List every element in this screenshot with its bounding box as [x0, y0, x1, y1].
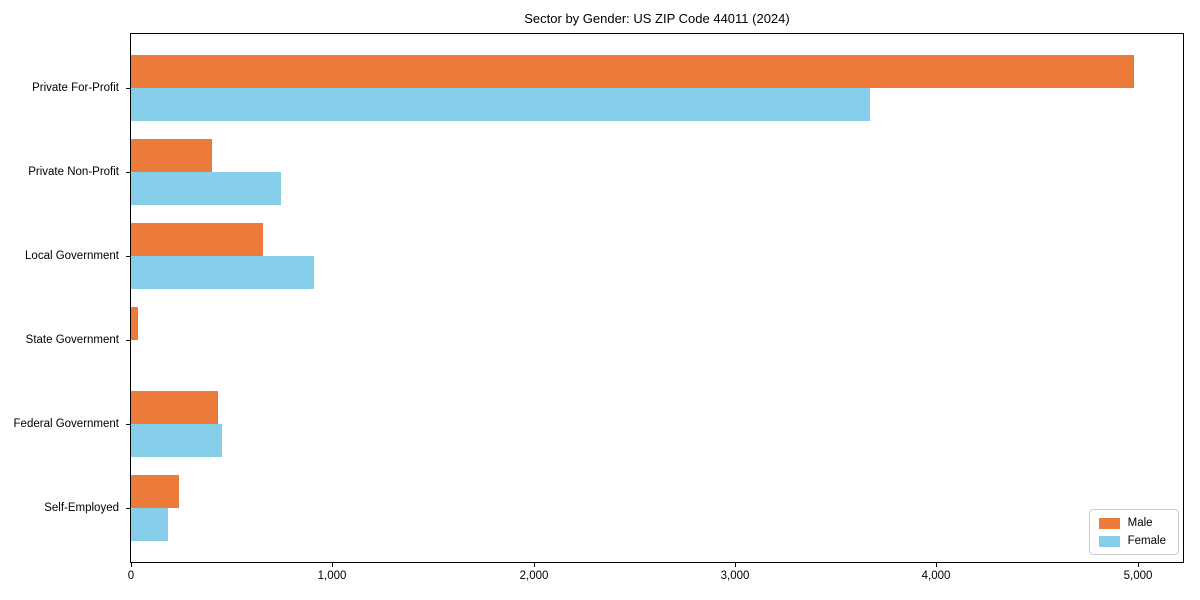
y-tick-label-private-for-profit: Private For-Profit	[32, 82, 119, 94]
x-tick-mark	[1138, 563, 1139, 567]
bar-female-private-for-profit	[131, 88, 870, 121]
legend: Male Female	[1088, 509, 1179, 555]
y-tick-mark	[126, 340, 130, 341]
x-tick-mark	[332, 563, 333, 567]
y-tick-mark	[126, 508, 130, 509]
y-tick-label-federal-government: Federal Government	[13, 418, 119, 430]
legend-item-male: Male	[1098, 517, 1166, 529]
x-tick-mark	[534, 563, 535, 567]
female-series-swatch	[1098, 535, 1120, 547]
bar-female-federal-government	[131, 424, 222, 457]
y-tick-mark	[126, 424, 130, 425]
y-tick-label-local-government: Local Government	[25, 250, 119, 262]
bar-male-federal-government	[131, 391, 218, 424]
y-tick-label-state-government: State Government	[25, 334, 119, 346]
y-tick-mark	[126, 88, 130, 89]
male-series-swatch	[1098, 517, 1120, 529]
bar-male-private-non-profit	[131, 139, 212, 172]
y-tick-label-self-employed: Self-Employed	[44, 502, 119, 514]
x-tick-mark	[936, 563, 937, 567]
y-tick-mark	[126, 256, 130, 257]
chart-title: Sector by Gender: US ZIP Code 44011 (202…	[524, 11, 790, 26]
bar-male-self-employed	[131, 475, 179, 508]
bar-male-local-government	[131, 223, 263, 256]
x-tick-mark	[735, 563, 736, 567]
bar-female-private-non-profit	[131, 172, 281, 205]
x-tick-label-4000: 4,000	[921, 570, 951, 582]
bar-female-local-government	[131, 256, 314, 289]
x-tick-label-5000: 5,000	[1123, 570, 1153, 582]
x-tick-mark	[131, 563, 132, 567]
legend-label-female: Female	[1127, 535, 1166, 547]
x-tick-label-2000: 2,000	[519, 570, 549, 582]
legend-label-male: Male	[1127, 517, 1153, 529]
x-tick-label-3000: 3,000	[720, 570, 750, 582]
x-tick-label-0: 0	[127, 570, 135, 582]
bar-male-state-government	[131, 307, 138, 340]
bar-female-self-employed	[131, 508, 168, 541]
plot-area: Male Female	[130, 33, 1184, 563]
legend-item-female: Female	[1098, 535, 1166, 547]
y-tick-label-private-non-profit: Private Non-Profit	[28, 166, 119, 178]
bar-male-private-for-profit	[131, 55, 1134, 88]
y-tick-mark	[126, 172, 130, 173]
x-tick-label-1000: 1,000	[317, 570, 347, 582]
